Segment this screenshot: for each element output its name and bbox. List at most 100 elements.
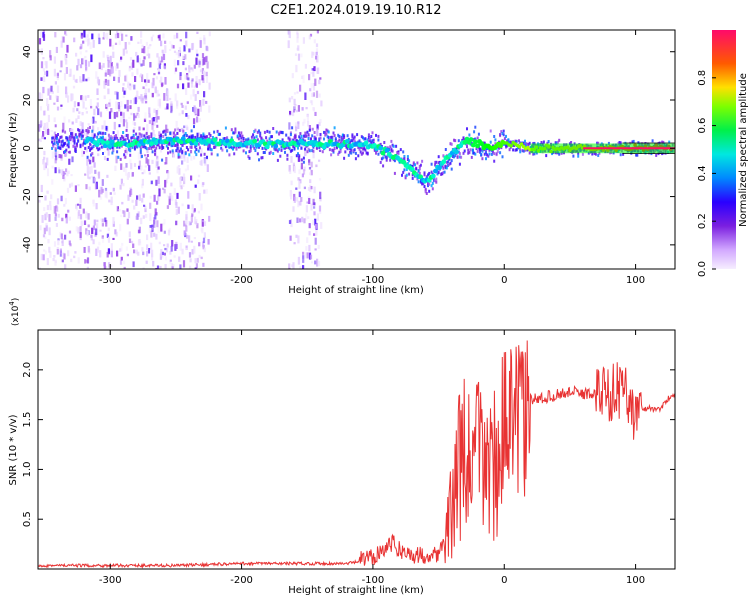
spectral-cell xyxy=(302,134,305,138)
noise-cell xyxy=(166,195,170,198)
spectral-cell xyxy=(151,150,154,154)
spectral-cell xyxy=(357,154,360,158)
spectral-cell xyxy=(258,129,260,133)
spectral-cell xyxy=(202,134,205,138)
noise-cell xyxy=(179,264,182,269)
noise-cell xyxy=(149,213,152,221)
noise-cell xyxy=(93,177,96,182)
noise-cell xyxy=(187,82,190,88)
spectral-cell xyxy=(67,142,70,146)
spectral-cell xyxy=(242,139,245,143)
spectral-cell xyxy=(211,136,214,139)
spectral-cell xyxy=(350,151,353,155)
spectral-cell xyxy=(524,139,526,143)
spectral-cell xyxy=(349,140,351,144)
noise-cell xyxy=(306,201,309,204)
spectral-cell xyxy=(253,130,256,133)
noise-cell xyxy=(117,32,120,39)
noise-cell xyxy=(77,58,80,66)
noise-cell xyxy=(191,204,194,210)
noise-cell xyxy=(142,251,145,256)
spectral-cell xyxy=(146,135,149,139)
spectral-cell xyxy=(350,139,353,143)
noise-cell xyxy=(176,127,179,131)
noise-cell xyxy=(79,128,82,132)
noise-cell xyxy=(92,116,95,124)
spectral-cell xyxy=(363,147,366,151)
noise-cell xyxy=(176,100,179,107)
noise-cell xyxy=(203,232,206,239)
spectral-cell xyxy=(112,131,115,135)
x-tick-label: -200 xyxy=(230,275,253,286)
noise-cell xyxy=(146,234,149,241)
chart-title: C2E1.2024.019.19.10.R12 xyxy=(270,3,441,18)
noise-cell xyxy=(300,162,303,170)
spectral-cell xyxy=(351,139,354,143)
noise-cell xyxy=(54,212,57,217)
noise-cell xyxy=(129,159,132,164)
noise-cell xyxy=(49,50,52,58)
noise-cell xyxy=(60,107,63,110)
noise-cell xyxy=(306,237,309,243)
spectral-cell xyxy=(636,153,639,157)
noise-cell xyxy=(86,257,90,264)
noise-cell xyxy=(142,127,145,131)
spectral-cell xyxy=(230,146,233,150)
noise-cell xyxy=(79,76,82,83)
spectrogram-frame xyxy=(37,29,676,270)
noise-cell xyxy=(190,240,193,243)
noise-cell xyxy=(294,53,298,56)
noise-cell xyxy=(314,248,317,251)
spectral-cell xyxy=(591,152,594,156)
noise-cell xyxy=(206,61,209,69)
noise-cell xyxy=(147,159,150,166)
noise-cell xyxy=(291,73,294,79)
noise-cell xyxy=(75,204,78,209)
noise-cell xyxy=(113,112,116,119)
noise-cell xyxy=(318,159,321,162)
spectral-cell xyxy=(55,135,58,139)
spectral-cell xyxy=(471,151,474,155)
noise-cell xyxy=(168,196,171,200)
peak-point xyxy=(437,165,442,171)
noise-cell xyxy=(156,265,160,269)
spectral-cell xyxy=(419,163,422,167)
noise-cell xyxy=(75,226,78,232)
noise-cell xyxy=(159,140,162,149)
spectral-cell xyxy=(280,130,283,134)
noise-cell xyxy=(173,50,177,53)
spectral-cell xyxy=(408,159,411,163)
noise-cell xyxy=(85,35,88,42)
noise-cell xyxy=(104,187,108,192)
noise-cell xyxy=(186,101,189,104)
noise-cell xyxy=(101,235,104,239)
noise-cell xyxy=(122,183,125,187)
noise-cell xyxy=(181,160,184,165)
spectral-cell xyxy=(67,145,70,149)
noise-cell xyxy=(194,94,197,101)
noise-cell xyxy=(42,254,45,261)
noise-cell xyxy=(296,91,299,94)
spectral-cell xyxy=(525,145,528,149)
noise-cell xyxy=(185,88,188,95)
spectral-cell xyxy=(450,142,453,146)
noise-cell xyxy=(103,262,106,269)
noise-cell xyxy=(176,83,180,89)
noise-cell xyxy=(144,205,147,210)
spectral-cell xyxy=(596,141,599,145)
noise-cell xyxy=(45,223,48,227)
noise-cell xyxy=(134,97,137,105)
spectral-cell xyxy=(339,149,342,153)
noise-cell xyxy=(68,158,71,165)
noise-cell xyxy=(176,192,179,199)
noise-cell xyxy=(157,99,160,107)
noise-cell xyxy=(105,220,108,227)
noise-cell xyxy=(121,242,124,246)
noise-cell xyxy=(187,204,190,209)
noise-cell xyxy=(198,59,201,68)
noise-cell xyxy=(140,39,143,44)
spectral-cell xyxy=(188,135,191,139)
spectral-cell xyxy=(347,137,350,141)
noise-cell xyxy=(157,71,161,75)
noise-cell xyxy=(196,90,200,95)
